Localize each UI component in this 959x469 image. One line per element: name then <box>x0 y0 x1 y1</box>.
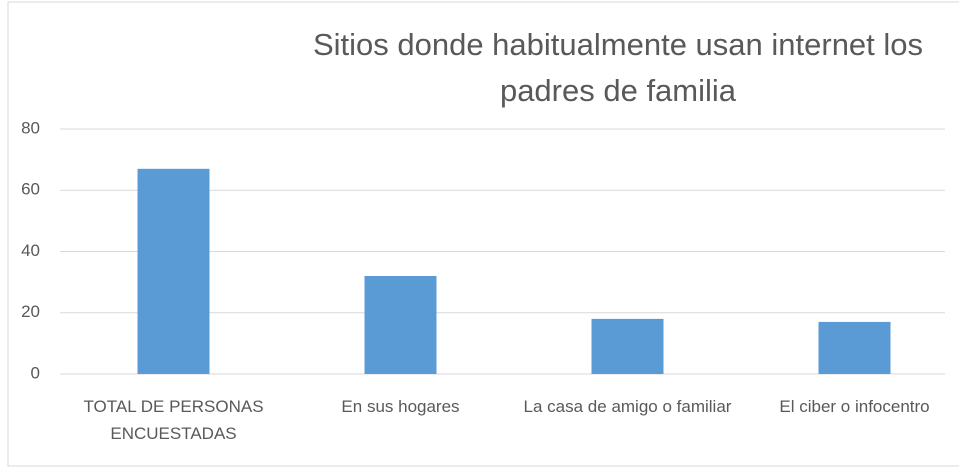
chart-border <box>7 1 959 467</box>
x-tick-label: En sus hogares <box>341 397 460 416</box>
bar <box>591 318 664 374</box>
y-tick-label: 60 <box>21 180 40 199</box>
bar <box>137 168 210 374</box>
y-tick-label: 20 <box>21 302 40 321</box>
x-tick-label: La casa de amigo o familiar <box>523 397 732 416</box>
chart-title: Sitios donde habitualmente usan internet… <box>312 27 924 108</box>
bar <box>818 321 891 374</box>
bar <box>364 276 437 374</box>
y-tick-label: 80 <box>21 118 40 137</box>
x-tick-label: TOTAL DE PERSONAS ENCUESTADAS <box>83 397 264 443</box>
x-tick-label: El ciber o infocentro <box>779 397 930 416</box>
y-tick-label: 0 <box>31 363 40 382</box>
y-tick-label: 40 <box>21 241 40 260</box>
